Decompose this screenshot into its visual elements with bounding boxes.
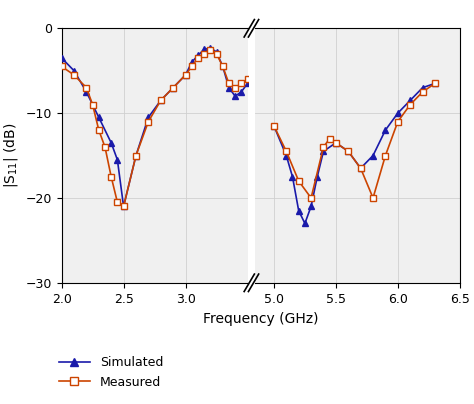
Text: Frequency (GHz): Frequency (GHz) <box>203 312 319 326</box>
Legend: Simulated, Measured: Simulated, Measured <box>54 351 168 394</box>
Y-axis label: |S$_{11}$| (dB): |S$_{11}$| (dB) <box>2 123 20 188</box>
